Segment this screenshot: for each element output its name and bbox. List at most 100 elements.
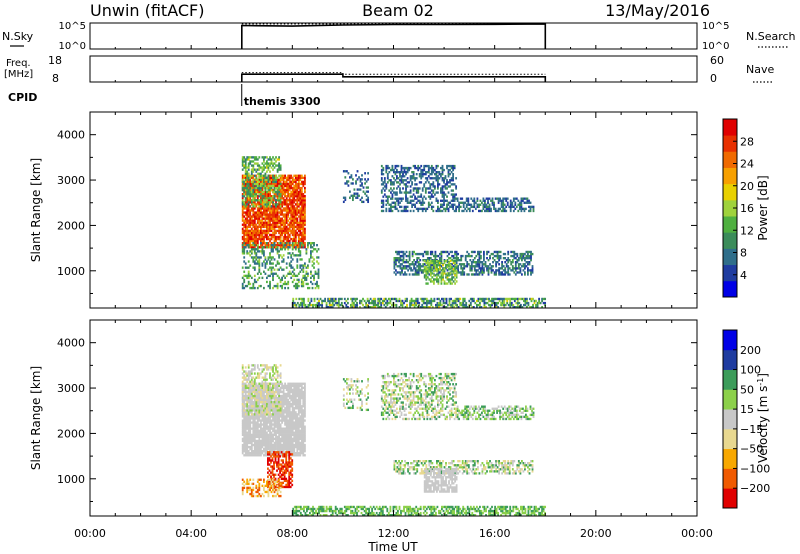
heatmap-cell — [261, 156, 264, 159]
heatmap-cell — [406, 171, 409, 174]
heatmap-cell — [282, 235, 285, 239]
heatmap-cell — [504, 269, 507, 272]
heatmap-cell — [408, 254, 411, 258]
heatmap-cell — [531, 252, 534, 256]
heatmap-cell — [456, 306, 459, 309]
cpid-row: CPID themis 3300 — [8, 84, 321, 108]
heatmap-cell — [291, 244, 294, 247]
heatmap-cell — [522, 197, 524, 200]
heatmap-cell — [440, 276, 443, 279]
heatmap-cell — [252, 193, 255, 196]
heatmap-cell — [302, 235, 305, 239]
heatmap-cell — [299, 203, 302, 206]
heatmap-cell — [263, 419, 265, 422]
heatmap-cell — [304, 237, 306, 241]
heatmap-cell — [261, 176, 264, 180]
heatmap-cell — [501, 263, 504, 266]
heatmap-cell — [478, 257, 481, 260]
heatmap-cell — [493, 205, 495, 209]
heatmap-cell — [440, 189, 442, 192]
heatmap-cell — [405, 193, 407, 196]
heatmap-cell — [330, 299, 333, 303]
heatmap-cell — [282, 180, 285, 184]
heatmap-cell — [507, 259, 510, 262]
heatmap-cell — [267, 403, 270, 406]
heatmap-cell — [461, 271, 464, 274]
heatmap-cell — [246, 166, 249, 169]
heatmap-cell — [264, 384, 267, 388]
heatmap-cell — [267, 188, 270, 192]
heatmap-cell — [478, 267, 481, 270]
heatmap-cell — [279, 211, 282, 214]
heatmap-cell — [270, 431, 273, 434]
heatmap-cell — [281, 286, 284, 290]
heatmap-cell — [389, 299, 392, 303]
heatmap-cell — [299, 250, 302, 253]
heatmap-cell — [256, 394, 259, 398]
heatmap-cell — [243, 390, 246, 394]
heatmap-cell — [253, 246, 256, 249]
heatmap-cell — [503, 306, 506, 309]
heatmap-cell — [246, 244, 249, 247]
heatmap-cell — [439, 271, 441, 274]
nsearch-tick-top: 10^5 — [702, 21, 729, 32]
heatmap-cell — [442, 276, 444, 279]
heatmap-cell — [388, 203, 391, 206]
heatmap-cell — [297, 250, 300, 253]
heatmap-cell — [244, 427, 247, 430]
heatmap-cell — [241, 429, 244, 432]
heatmap-cell — [424, 189, 427, 192]
heatmap-cell — [246, 158, 249, 161]
heatmap-cell — [260, 388, 262, 392]
heatmap-cell — [470, 250, 473, 254]
heatmap-cell — [249, 282, 252, 286]
heatmap-cell — [294, 184, 297, 188]
heatmap-cell — [450, 303, 453, 307]
heatmap-cell — [296, 231, 299, 235]
heatmap-cell — [528, 250, 531, 254]
heatmap-cell — [380, 297, 383, 301]
heatmap-cell — [478, 203, 480, 206]
heatmap-cell — [367, 190, 370, 193]
heatmap-cell — [288, 203, 291, 206]
heatmap-cell — [359, 299, 361, 303]
heatmap-cell — [447, 209, 450, 213]
heatmap-cell — [253, 252, 256, 255]
heatmap-cell — [401, 301, 404, 305]
heatmap-cell — [250, 193, 253, 196]
heatmap-cell — [261, 382, 264, 385]
heatmap-cell — [346, 170, 348, 173]
heatmap-cell — [302, 197, 305, 200]
heatmap-cell — [296, 209, 299, 212]
heatmap-cell — [264, 209, 267, 212]
heatmap-cell — [484, 209, 486, 213]
heatmap-cell — [503, 207, 506, 211]
heatmap-cell — [372, 303, 375, 307]
heatmap-cell — [394, 303, 396, 307]
heatmap-cell — [517, 263, 520, 266]
heatmap-cell — [444, 177, 447, 180]
heatmap-cell — [250, 439, 253, 443]
heatmap-cell — [455, 270, 458, 273]
heatmap-cell — [450, 193, 453, 196]
heatmap-cell — [253, 156, 256, 159]
heatmap-cell — [281, 203, 284, 206]
heatmap-cell — [500, 201, 503, 204]
heatmap-cell — [321, 303, 324, 307]
heatmap-cell — [258, 266, 261, 269]
heatmap-cell — [282, 260, 285, 263]
heatmap-cell — [255, 394, 258, 398]
heatmap-cell — [284, 233, 287, 237]
heatmap-cell — [449, 264, 452, 267]
heatmap-cell — [260, 250, 262, 253]
heatmap-cell — [269, 199, 271, 202]
heatmap-cell — [243, 415, 246, 418]
heatmap-cell — [250, 180, 253, 184]
heatmap-cell — [266, 260, 268, 263]
heatmap-cell — [437, 278, 440, 281]
heatmap-cell — [246, 203, 249, 206]
heatmap-cell — [409, 209, 412, 213]
heatmap-cell — [282, 229, 285, 233]
heatmap-cell — [267, 427, 270, 430]
heatmap-cell — [250, 250, 253, 253]
